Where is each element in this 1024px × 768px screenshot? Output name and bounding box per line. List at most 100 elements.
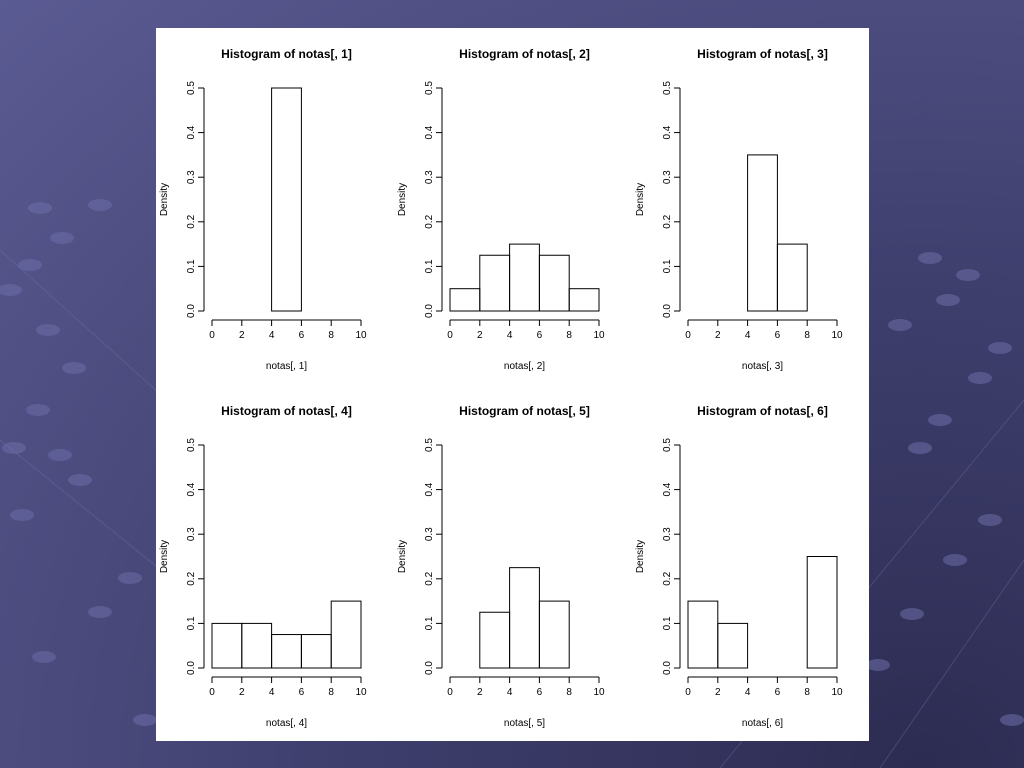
x-tick-label: 8: [328, 330, 334, 341]
background-dot: [26, 404, 50, 416]
background-dot: [50, 232, 74, 244]
y-tick-label: 0.3: [662, 527, 673, 541]
background-dot: [866, 659, 890, 671]
histogram-bar: [449, 288, 481, 312]
y-tick-label: 0.0: [662, 661, 673, 675]
y-tick-label: 0.1: [186, 616, 197, 630]
x-tick-label: 6: [299, 330, 305, 341]
y-axis-label: Density: [397, 540, 408, 573]
histogram-bar: [687, 600, 719, 669]
y-axis-label: Density: [635, 540, 646, 573]
y-tick-label: 0.5: [424, 81, 435, 95]
background-dot: [28, 202, 52, 214]
y-tick-label: 0.4: [424, 482, 435, 496]
x-tick-label: 4: [507, 687, 513, 698]
histogram-bar: [717, 622, 749, 669]
background-dot: [956, 269, 980, 281]
y-tick-label: 0.2: [662, 214, 673, 228]
y-tick-label: 0.1: [662, 616, 673, 630]
x-tick-label: 0: [685, 687, 691, 698]
y-axis-label: Density: [635, 183, 646, 216]
y-tick-label: 0.0: [186, 661, 197, 675]
background-dot: [118, 572, 142, 584]
chart-title: Histogram of notas[, 6]: [697, 404, 828, 418]
x-tick-label: 8: [804, 687, 810, 698]
y-tick-label: 0.5: [662, 438, 673, 452]
y-tick-label: 0.1: [424, 616, 435, 630]
x-tick-label: 4: [269, 330, 275, 341]
x-tick-label: 10: [593, 687, 605, 698]
x-axis-label: notas[, 5]: [504, 718, 545, 729]
background-dot: [88, 199, 112, 211]
histogram-figure: Histogram of notas[, 1] 0 2 4 6 8 10 0.0 0.1 0.2 0…: [156, 28, 869, 741]
y-tick-label: 0.5: [662, 81, 673, 95]
x-tick-label: 8: [566, 687, 572, 698]
chart-title: Histogram of notas[, 1]: [221, 47, 352, 61]
background-dot: [968, 372, 992, 384]
x-tick-label: 4: [745, 330, 751, 341]
x-tick-label: 8: [566, 330, 572, 341]
background-dot: [2, 442, 26, 454]
x-tick-label: 6: [775, 330, 781, 341]
background-dot: [888, 319, 912, 331]
y-tick-label: 0.4: [186, 125, 197, 139]
histogram-bar: [479, 611, 511, 669]
y-tick-label: 0.3: [662, 170, 673, 184]
background-dot: [900, 608, 924, 620]
x-tick-label: 10: [831, 687, 843, 698]
x-tick-label: 2: [477, 330, 483, 341]
histogram-bar: [271, 634, 302, 669]
histogram-bar: [538, 600, 570, 669]
background-dot: [10, 509, 34, 521]
y-tick-label: 0.3: [186, 527, 197, 541]
x-tick-label: 8: [804, 330, 810, 341]
x-tick-label: 4: [745, 687, 751, 698]
y-tick-label: 0.0: [186, 304, 197, 318]
histogram-panel: Histogram of notas[, 5] 0 2 4 6 8 10 0.0 0.1 0.2 0…: [397, 404, 605, 729]
x-axis-label: notas[, 4]: [266, 718, 307, 729]
background-dot: [62, 362, 86, 374]
x-tick-label: 0: [209, 330, 215, 341]
histogram-bar: [806, 556, 838, 669]
histogram-bar: [271, 87, 302, 312]
histogram-bar: [509, 243, 540, 312]
histogram-bar: [776, 243, 808, 312]
x-tick-label: 10: [831, 330, 843, 341]
y-tick-label: 0.1: [424, 259, 435, 273]
chart-title: Histogram of notas[, 2]: [459, 47, 590, 61]
x-tick-label: 4: [507, 330, 513, 341]
y-tick-label: 0.5: [186, 81, 197, 95]
x-tick-label: 2: [715, 330, 721, 341]
histogram-panel: Histogram of notas[, 6] 0 2 4 6 8 10 0.0 0.1 0.2 0…: [635, 404, 843, 729]
background-dot: [18, 259, 42, 271]
histogram-panel: Histogram of notas[, 3] 0 2 4 6 8 10 0.0 0.1 0.2 0…: [635, 47, 843, 372]
y-axis-label: Density: [159, 540, 170, 573]
y-tick-label: 0.2: [424, 571, 435, 585]
x-tick-label: 4: [269, 687, 275, 698]
y-tick-label: 0.3: [424, 170, 435, 184]
y-tick-label: 0.4: [662, 482, 673, 496]
histogram-bar: [241, 622, 273, 669]
x-tick-label: 0: [209, 687, 215, 698]
y-tick-label: 0.1: [662, 259, 673, 273]
x-tick-label: 2: [239, 330, 245, 341]
x-tick-label: 0: [447, 330, 453, 341]
y-tick-label: 0.0: [424, 304, 435, 318]
y-tick-label: 0.0: [662, 304, 673, 318]
background-dot: [943, 554, 967, 566]
x-tick-label: 0: [447, 687, 453, 698]
y-tick-label: 0.4: [662, 125, 673, 139]
x-tick-label: 6: [537, 687, 543, 698]
chart-title: Histogram of notas[, 4]: [221, 404, 352, 418]
background-line: [879, 559, 1024, 768]
y-tick-label: 0.5: [186, 438, 197, 452]
background-dot: [908, 442, 932, 454]
y-tick-label: 0.1: [186, 259, 197, 273]
histogram-panel: Histogram of notas[, 4] 0 2 4 6 8 10 0.0 0.1 0.2 0…: [159, 404, 367, 729]
background-dot: [133, 714, 157, 726]
background-dot: [68, 474, 92, 486]
histogram-bar: [509, 567, 540, 669]
x-axis-label: notas[, 3]: [742, 361, 783, 372]
x-tick-label: 0: [685, 330, 691, 341]
x-axis-label: notas[, 6]: [742, 718, 783, 729]
